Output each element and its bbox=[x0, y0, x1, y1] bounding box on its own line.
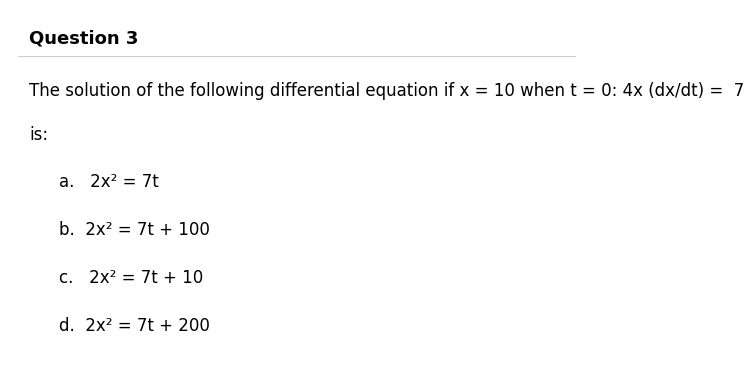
Text: The solution of the following differential equation if x = 10 when t = 0: 4x (dx: The solution of the following differenti… bbox=[29, 82, 745, 100]
Text: b.  2x² = 7t + 100: b. 2x² = 7t + 100 bbox=[58, 221, 209, 239]
Text: d.  2x² = 7t + 200: d. 2x² = 7t + 200 bbox=[58, 317, 209, 335]
Text: a.   2x² = 7t: a. 2x² = 7t bbox=[58, 173, 158, 191]
Text: Question 3: Question 3 bbox=[29, 30, 139, 48]
Text: c.   2x² = 7t + 10: c. 2x² = 7t + 10 bbox=[58, 269, 203, 287]
Text: is:: is: bbox=[29, 126, 49, 144]
